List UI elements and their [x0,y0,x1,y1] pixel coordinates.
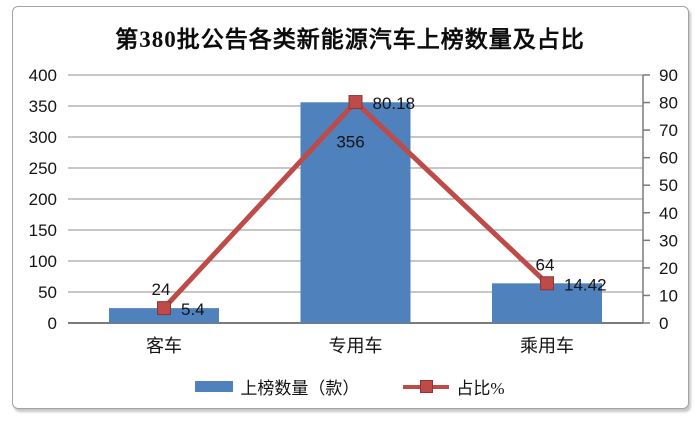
left-axis-tick-label: 300 [29,128,57,147]
left-axis-tick-label: 0 [48,314,57,333]
legend-bar-swatch [195,381,234,392]
bar-0 [109,308,219,323]
legend-bar-label: 上榜数量（款） [240,379,360,398]
left-axis-tick-label: 250 [29,159,57,178]
right-axis-tick-label: 30 [659,231,678,250]
right-axis-tick-label: 10 [659,286,678,305]
legend-line-marker-swatch [403,380,450,393]
left-axis-tick-label: 400 [29,66,57,85]
right-axis-tick-label: 80 [659,94,678,113]
right-axis-tick-label: 90 [659,66,678,85]
right-axis-tick-label: 40 [659,204,678,223]
line-value-label: 80.18 [373,94,416,113]
right-axis-tick-label: 0 [659,314,668,333]
legend-item-line-series: 占比% [403,374,505,399]
legend: 上榜数量（款） 占比% [0,374,700,399]
line-marker-1 [348,95,363,110]
legend-square-marker-icon [420,380,434,393]
line-value-label: 14.42 [564,275,607,294]
bar-value-label: 356 [336,132,364,151]
line-marker-0 [157,301,171,316]
legend-item-bar-series: 上榜数量（款） [195,374,359,399]
right-axis-tick-label: 60 [659,149,678,168]
left-axis-tick-label: 150 [29,221,57,240]
right-axis-tick-label: 50 [659,176,678,195]
chart-title: 第380批公告各类新能源汽车上榜数量及占比 [115,27,585,52]
left-axis-tick-label: 50 [38,283,57,302]
bar-value-label: 24 [152,280,171,299]
category-label-0: 客车 [146,336,182,356]
category-label-2: 乘用车 [520,336,574,356]
line-marker-2 [540,276,554,291]
left-axis-tick-label: 350 [29,97,57,116]
legend-line-label: 占比% [456,379,505,398]
right-axis-tick-label: 70 [659,121,678,140]
bar-value-label: 64 [536,255,555,274]
right-axis-tick-label: 20 [659,259,678,278]
line-value-label: 5.4 [181,300,205,319]
left-axis-tick-label: 100 [29,252,57,271]
left-axis-tick-label: 200 [29,190,57,209]
category-label-1: 专用车 [329,336,383,356]
